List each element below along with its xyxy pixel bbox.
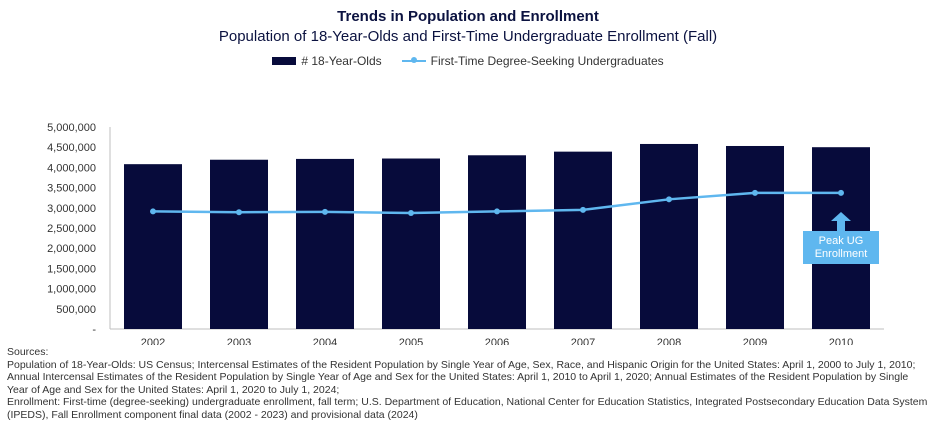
bar-18-year-olds xyxy=(124,164,182,329)
bar-18-year-olds xyxy=(210,159,268,329)
chart-title: Trends in Population and Enrollment xyxy=(337,8,599,25)
y-tick-label: - xyxy=(92,324,96,336)
chart-subtitle: Population of 18-Year-Olds and First-Tim… xyxy=(218,28,718,45)
legend-label-bars: # 18-Year-Olds xyxy=(301,54,382,68)
line-point-undergraduates xyxy=(752,189,758,196)
line-point-undergraduates xyxy=(666,196,672,203)
x-tick-label: 2002 xyxy=(141,337,165,345)
x-tick-label: 2005 xyxy=(399,337,423,345)
legend-item-line: First-Time Degree-Seeking Undergraduates xyxy=(401,54,664,68)
x-tick-label: 2006 xyxy=(485,337,509,345)
sources-line-enrollment: Enrollment: First-time (degree-seeking) … xyxy=(7,396,928,421)
line-point-undergraduates xyxy=(838,189,844,196)
y-tick-label: 2,000,000 xyxy=(47,243,96,255)
sources-note: Sources: Population of 18-Year-Olds: US … xyxy=(7,346,929,422)
sources-line-population: Population of 18-Year-Olds: US Census; I… xyxy=(7,358,916,396)
legend-item-bars: # 18-Year-Olds xyxy=(272,54,382,68)
y-tick-label: 1,000,000 xyxy=(47,284,96,296)
x-tick-label: 2010 xyxy=(829,337,853,345)
legend-line-swatch xyxy=(401,57,426,63)
chart-canvas: - 500,000 1,000,000 1,500,000 2,000,000 2,500… xyxy=(47,122,884,345)
bar-18-year-olds xyxy=(726,145,784,329)
line-point-undergraduates xyxy=(580,206,586,213)
annotation-arrow xyxy=(831,212,851,231)
y-tick-label: 2,500,000 xyxy=(47,223,96,235)
bar-18-year-olds xyxy=(468,155,526,329)
line-point-undergraduates xyxy=(408,210,414,217)
chart-legend: # 18-Year-Olds First-Time Degree-Seeking… xyxy=(0,54,936,68)
x-tick-label: 2008 xyxy=(657,337,681,345)
annotation-box xyxy=(803,231,879,264)
x-tick-label: 2003 xyxy=(227,337,251,345)
y-tick-label: 4,000,000 xyxy=(47,162,96,174)
bar-18-year-olds xyxy=(554,151,612,329)
annotation-label: Enrollment xyxy=(815,248,868,260)
bar-18-year-olds xyxy=(296,158,354,329)
y-tick-label: 4,500,000 xyxy=(47,142,96,154)
annotation-label: Peak UG xyxy=(819,235,864,247)
legend-bar-swatch xyxy=(272,57,297,65)
bar-18-year-olds xyxy=(382,158,440,329)
x-tick-label: 2009 xyxy=(743,337,767,345)
y-tick-label: 1,500,000 xyxy=(47,263,96,275)
y-tick-label: 500,000 xyxy=(56,304,96,316)
line-point-undergraduates xyxy=(236,209,242,216)
x-tick-label: 2004 xyxy=(313,337,337,345)
line-point-undergraduates xyxy=(150,208,156,215)
legend-label-line: First-Time Degree-Seeking Undergraduates xyxy=(430,54,664,68)
y-tick-label: 5,000,000 xyxy=(47,122,96,134)
bar-18-year-olds xyxy=(640,143,698,329)
y-tick-label: 3,000,000 xyxy=(47,203,96,215)
sources-heading: Sources: xyxy=(7,346,49,358)
y-tick-label: 3,500,000 xyxy=(47,183,96,195)
line-point-undergraduates xyxy=(494,208,500,215)
line-point-undergraduates xyxy=(322,208,328,215)
x-tick-label: 2007 xyxy=(571,337,595,345)
